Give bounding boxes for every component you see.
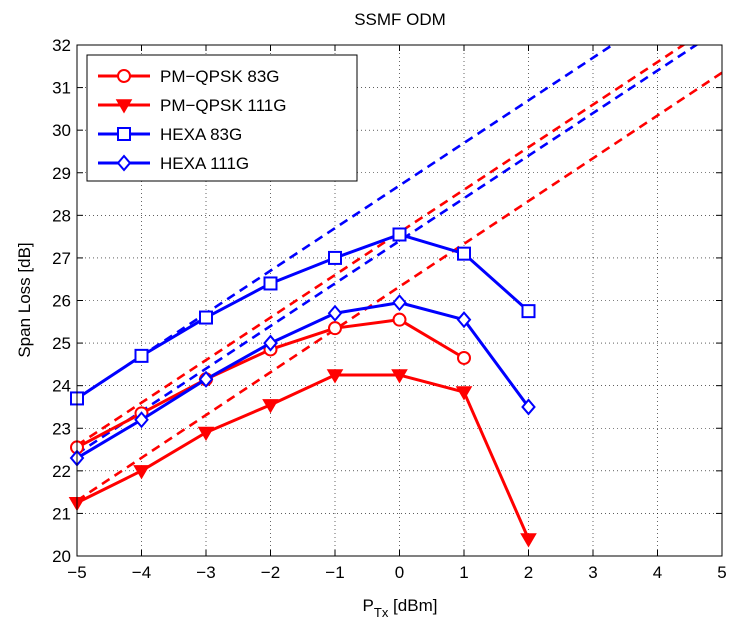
y-tick-label: 24 (52, 377, 71, 396)
x-tick-label: −2 (261, 563, 280, 582)
y-tick-label: 26 (52, 292, 71, 311)
data-point (265, 277, 277, 289)
data-point (458, 248, 470, 260)
data-point (458, 352, 470, 364)
x-tick-label: −3 (196, 563, 215, 582)
y-tick-label: 31 (52, 79, 71, 98)
data-point (394, 314, 406, 326)
y-tick-label: 25 (52, 334, 71, 353)
y-tick-label: 22 (52, 462, 71, 481)
x-tick-label: 1 (459, 563, 468, 582)
legend-label: HEXA 111G (160, 154, 249, 173)
x-tick-label: 3 (588, 563, 597, 582)
x-tick-label: 2 (524, 563, 533, 582)
data-point (200, 312, 212, 324)
y-tick-label: 21 (52, 504, 71, 523)
legend-label: PM−QPSK 111G (160, 96, 286, 115)
y-tick-label: 20 (52, 547, 71, 566)
data-point (329, 252, 341, 264)
x-axis-label-subscript: Tx (374, 605, 389, 620)
legend-label: HEXA 83G (160, 125, 242, 144)
y-axis-label: Span Loss [dB] (15, 242, 34, 357)
x-tick-label: 5 (717, 563, 726, 582)
x-tick-label: −4 (132, 563, 151, 582)
x-tick-label: 4 (653, 563, 662, 582)
legend-label: PM−QPSK 83G (160, 67, 280, 86)
data-point (136, 350, 148, 362)
x-tick-label: −1 (325, 563, 344, 582)
chart-title: SSMF ODM (354, 10, 446, 29)
y-tick-label: 29 (52, 164, 71, 183)
x-axis-label-unit: [dBm] (388, 596, 437, 615)
data-point (329, 322, 341, 334)
x-axis-label-main: P (363, 596, 374, 615)
data-point (394, 228, 406, 240)
y-tick-label: 30 (52, 121, 71, 140)
data-point (523, 305, 535, 317)
y-tick-label: 23 (52, 419, 71, 438)
x-tick-label: 0 (395, 563, 404, 582)
legend-marker (118, 70, 130, 82)
y-tick-label: 32 (52, 36, 71, 55)
y-tick-label: 28 (52, 206, 71, 225)
y-tick-label: 27 (52, 249, 71, 268)
legend: PM−QPSK 83G PM−QPSK 111G HEXA 83G HEXA 111G (87, 55, 357, 181)
legend-marker (118, 128, 130, 140)
